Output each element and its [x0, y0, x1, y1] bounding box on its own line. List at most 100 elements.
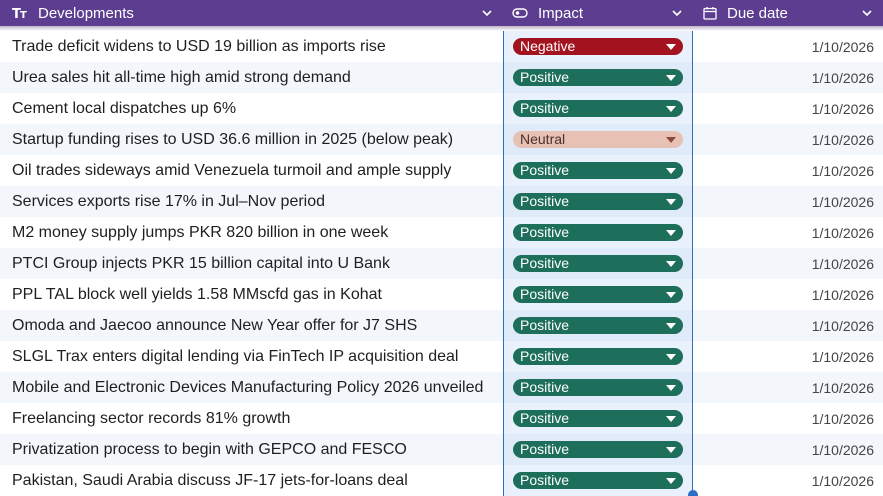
- due-date-cell[interactable]: 1/10/2026: [693, 186, 883, 217]
- fill-handle[interactable]: [688, 490, 698, 496]
- impact-label: Positive: [520, 100, 570, 116]
- due-date-cell[interactable]: 1/10/2026: [693, 31, 883, 62]
- development-cell[interactable]: Services exports rise 17% in Jul–Nov per…: [0, 186, 503, 217]
- impact-cell[interactable]: Positive: [503, 186, 693, 217]
- impact-cell[interactable]: Positive: [503, 93, 693, 124]
- dropdown-arrow-icon[interactable]: [666, 43, 676, 50]
- impact-cell[interactable]: Positive: [503, 403, 693, 434]
- dropdown-arrow-icon[interactable]: [666, 74, 676, 81]
- impact-cell[interactable]: Positive: [503, 217, 693, 248]
- due-date-cell[interactable]: 1/10/2026: [693, 248, 883, 279]
- development-text: Urea sales hit all-time high amid strong…: [12, 68, 351, 86]
- dropdown-arrow-icon[interactable]: [666, 198, 676, 205]
- dropdown-arrow-icon[interactable]: [666, 167, 676, 174]
- table-row: PTCI Group injects PKR 15 billion capita…: [0, 248, 883, 279]
- development-cell[interactable]: Oil trades sideways amid Venezuela turmo…: [0, 155, 503, 186]
- due-date-cell[interactable]: 1/10/2026: [693, 279, 883, 310]
- due-date-cell[interactable]: 1/10/2026: [693, 372, 883, 403]
- impact-dropdown-chip[interactable]: Positive: [513, 100, 683, 117]
- column-header-label: Due date: [727, 4, 788, 22]
- impact-dropdown-chip[interactable]: Positive: [513, 286, 683, 303]
- due-date-cell[interactable]: 1/10/2026: [693, 403, 883, 434]
- due-date-cell[interactable]: 1/10/2026: [693, 465, 883, 496]
- impact-dropdown-chip[interactable]: Positive: [513, 472, 683, 489]
- impact-cell[interactable]: Neutral: [503, 124, 693, 155]
- due-date-cell[interactable]: 1/10/2026: [693, 434, 883, 465]
- development-cell[interactable]: Freelancing sector records 81% growth: [0, 403, 503, 434]
- impact-label: Positive: [520, 286, 570, 302]
- due-date-text: 1/10/2026: [811, 441, 874, 458]
- due-date-cell[interactable]: 1/10/2026: [693, 124, 883, 155]
- dropdown-arrow-icon[interactable]: [666, 136, 676, 143]
- impact-cell[interactable]: Positive: [503, 341, 693, 372]
- impact-label: Positive: [520, 69, 570, 85]
- impact-label: Positive: [520, 193, 570, 209]
- impact-cell[interactable]: Positive: [503, 279, 693, 310]
- chevron-down-icon[interactable]: [481, 6, 493, 23]
- development-cell[interactable]: Urea sales hit all-time high amid strong…: [0, 62, 503, 93]
- impact-dropdown-chip[interactable]: Positive: [513, 162, 683, 179]
- impact-cell[interactable]: Positive: [503, 62, 693, 93]
- due-date-cell[interactable]: 1/10/2026: [693, 155, 883, 186]
- development-cell[interactable]: Privatization process to begin with GEPC…: [0, 434, 503, 465]
- table-row: Pakistan, Saudi Arabia discuss JF-17 jet…: [0, 465, 883, 496]
- column-header-impact[interactable]: Impact: [503, 0, 693, 26]
- impact-dropdown-chip[interactable]: Positive: [513, 410, 683, 427]
- due-date-cell[interactable]: 1/10/2026: [693, 310, 883, 341]
- dropdown-arrow-icon[interactable]: [666, 260, 676, 267]
- impact-cell[interactable]: Positive: [503, 310, 693, 341]
- impact-cell[interactable]: Positive: [503, 465, 693, 496]
- development-cell[interactable]: PPL TAL block well yields 1.58 MMscfd ga…: [0, 279, 503, 310]
- chevron-down-icon[interactable]: [671, 6, 683, 23]
- impact-dropdown-chip[interactable]: Positive: [513, 255, 683, 272]
- dropdown-arrow-icon[interactable]: [666, 353, 676, 360]
- dropdown-arrow-icon[interactable]: [666, 291, 676, 298]
- dropdown-arrow-icon[interactable]: [666, 415, 676, 422]
- development-cell[interactable]: SLGL Trax enters digital lending via Fin…: [0, 341, 503, 372]
- impact-dropdown-chip[interactable]: Positive: [513, 348, 683, 365]
- impact-cell[interactable]: Positive: [503, 155, 693, 186]
- due-date-cell[interactable]: 1/10/2026: [693, 62, 883, 93]
- development-cell[interactable]: Pakistan, Saudi Arabia discuss JF-17 jet…: [0, 465, 503, 496]
- impact-cell[interactable]: Negative: [503, 31, 693, 62]
- impact-dropdown-chip[interactable]: Negative: [513, 38, 683, 55]
- column-header-due-date[interactable]: Due date: [693, 0, 883, 26]
- development-cell[interactable]: Omoda and Jaecoo announce New Year offer…: [0, 310, 503, 341]
- dropdown-arrow-icon[interactable]: [666, 105, 676, 112]
- development-cell[interactable]: Mobile and Electronic Devices Manufactur…: [0, 372, 503, 403]
- due-date-text: 1/10/2026: [811, 131, 874, 148]
- dropdown-arrow-icon[interactable]: [666, 446, 676, 453]
- table-row: Privatization process to begin with GEPC…: [0, 434, 883, 465]
- due-date-text: 1/10/2026: [811, 69, 874, 86]
- table-row: Oil trades sideways amid Venezuela turmo…: [0, 155, 883, 186]
- impact-dropdown-chip[interactable]: Positive: [513, 317, 683, 334]
- dropdown-arrow-icon[interactable]: [666, 384, 676, 391]
- development-cell[interactable]: Cement local dispatches up 6%: [0, 93, 503, 124]
- chevron-down-icon[interactable]: [861, 6, 873, 23]
- impact-label: Positive: [520, 162, 570, 178]
- impact-dropdown-chip[interactable]: Positive: [513, 441, 683, 458]
- table-row: Omoda and Jaecoo announce New Year offer…: [0, 310, 883, 341]
- impact-cell[interactable]: Positive: [503, 372, 693, 403]
- development-text: PTCI Group injects PKR 15 billion capita…: [12, 254, 390, 272]
- development-cell[interactable]: Startup funding rises to USD 36.6 millio…: [0, 124, 503, 155]
- impact-cell[interactable]: Positive: [503, 434, 693, 465]
- impact-dropdown-chip[interactable]: Positive: [513, 224, 683, 241]
- due-date-cell[interactable]: 1/10/2026: [693, 217, 883, 248]
- impact-dropdown-chip[interactable]: Positive: [513, 193, 683, 210]
- development-cell[interactable]: M2 money supply jumps PKR 820 billion in…: [0, 217, 503, 248]
- development-cell[interactable]: PTCI Group injects PKR 15 billion capita…: [0, 248, 503, 279]
- dropdown-arrow-icon[interactable]: [666, 229, 676, 236]
- due-date-cell[interactable]: 1/10/2026: [693, 93, 883, 124]
- dropdown-arrow-icon[interactable]: [666, 322, 676, 329]
- development-text: M2 money supply jumps PKR 820 billion in…: [12, 223, 389, 241]
- impact-dropdown-chip[interactable]: Positive: [513, 69, 683, 86]
- impact-cell[interactable]: Positive: [503, 248, 693, 279]
- due-date-cell[interactable]: 1/10/2026: [693, 341, 883, 372]
- toggle-icon: [512, 7, 528, 19]
- dropdown-arrow-icon[interactable]: [666, 477, 676, 484]
- impact-dropdown-chip[interactable]: Neutral: [513, 131, 683, 148]
- impact-dropdown-chip[interactable]: Positive: [513, 379, 683, 396]
- development-cell[interactable]: Trade deficit widens to USD 19 billion a…: [0, 31, 503, 62]
